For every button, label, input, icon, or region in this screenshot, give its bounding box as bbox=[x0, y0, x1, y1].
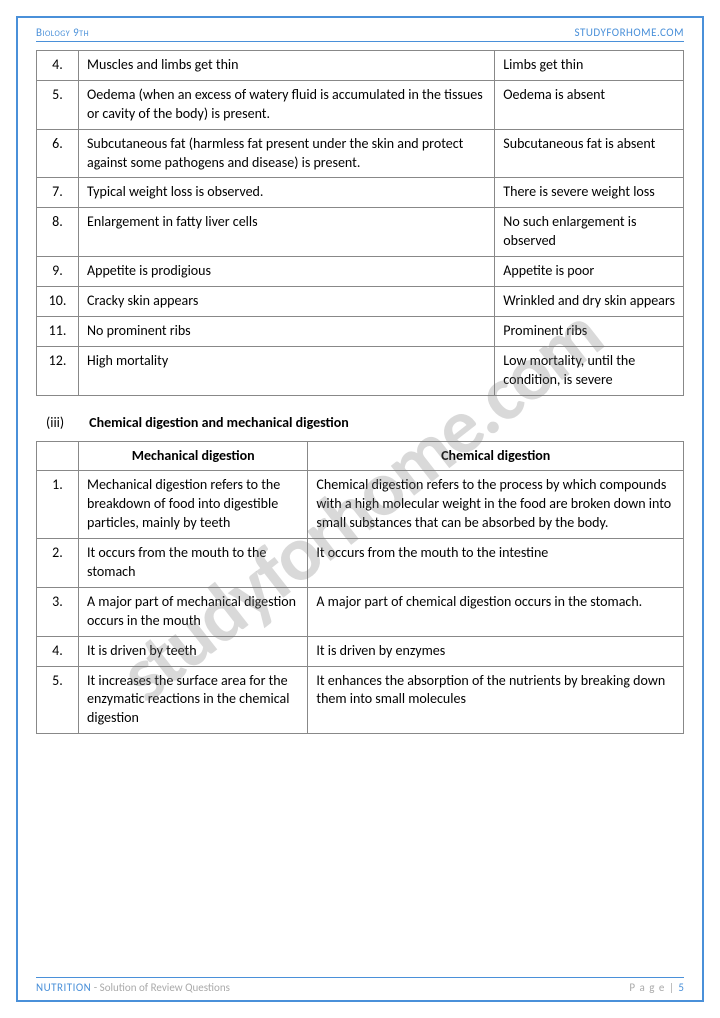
table-row: 7.Typical weight loss is observed.There … bbox=[37, 178, 684, 208]
footer-page-label: P a g e | bbox=[629, 981, 678, 994]
cell-col-b: It enhances the absorption of the nutrie… bbox=[308, 666, 684, 734]
cell-col-a: It is driven by teeth bbox=[79, 636, 308, 666]
row-number: 9. bbox=[37, 257, 79, 287]
cell-col-b: Low mortality, until the condition, is s… bbox=[495, 346, 684, 395]
table-row: 12.High mortalityLow mortality, until th… bbox=[37, 346, 684, 395]
cell-col-a: It increases the surface area for the en… bbox=[79, 666, 308, 734]
row-number: 1. bbox=[37, 471, 79, 539]
table-row: 2.It occurs from the mouth to the stomac… bbox=[37, 539, 684, 588]
footer-subtitle: - Solution of Review Questions bbox=[94, 981, 230, 994]
cell-col-a: Subcutaneous fat (harmless fat present u… bbox=[79, 129, 495, 178]
table-2-head-col1: Mechanical digestion bbox=[79, 441, 308, 471]
footer-left: NUTRITION - Solution of Review Questions bbox=[36, 981, 230, 994]
row-number: 5. bbox=[37, 666, 79, 734]
footer-topic: NUTRITION bbox=[36, 981, 91, 994]
header-left: Biology 9th bbox=[36, 26, 89, 39]
cell-col-b: It is driven by enzymes bbox=[308, 636, 684, 666]
cell-col-b: Appetite is poor bbox=[495, 257, 684, 287]
section-roman: (iii) bbox=[46, 414, 86, 431]
cell-col-b: Oedema is absent bbox=[495, 80, 684, 129]
cell-col-a: Mechanical digestion refers to the break… bbox=[79, 471, 308, 539]
table-row: 8.Enlargement in fatty liver cellsNo suc… bbox=[37, 208, 684, 257]
table-row: 1.Mechanical digestion refers to the bre… bbox=[37, 471, 684, 539]
table-row: 11.No prominent ribsProminent ribs bbox=[37, 316, 684, 346]
cell-col-a: No prominent ribs bbox=[79, 316, 495, 346]
row-number: 11. bbox=[37, 316, 79, 346]
cell-col-b: Subcutaneous fat is absent bbox=[495, 129, 684, 178]
row-number: 6. bbox=[37, 129, 79, 178]
row-number: 10. bbox=[37, 287, 79, 317]
header-right: STUDYFORHOME.COM bbox=[575, 26, 684, 39]
table-1: 4.Muscles and limbs get thinLimbs get th… bbox=[36, 50, 684, 396]
cell-col-a: Typical weight loss is observed. bbox=[79, 178, 495, 208]
table-row: 6.Subcutaneous fat (harmless fat present… bbox=[37, 129, 684, 178]
cell-col-b: Limbs get thin bbox=[495, 51, 684, 81]
row-number: 7. bbox=[37, 178, 79, 208]
cell-col-b: No such enlargement is observed bbox=[495, 208, 684, 257]
row-number: 12. bbox=[37, 346, 79, 395]
page-container: studyforhome.com Biology 9th STUDYFORHOM… bbox=[16, 16, 704, 1002]
footer-page-number: 5 bbox=[678, 981, 684, 994]
table-row: 10.Cracky skin appearsWrinkled and dry s… bbox=[37, 287, 684, 317]
section-heading: (iii) Chemical digestion and mechanical … bbox=[46, 414, 684, 431]
table-row: 3.A major part of mechanical digestion o… bbox=[37, 587, 684, 636]
table-row: 9.Appetite is prodigiousAppetite is poor bbox=[37, 257, 684, 287]
cell-col-b: It occurs from the mouth to the intestin… bbox=[308, 539, 684, 588]
cell-col-a: Enlargement in fatty liver cells bbox=[79, 208, 495, 257]
cell-col-a: High mortality bbox=[79, 346, 495, 395]
table-2-head-blank bbox=[37, 441, 79, 471]
row-number: 5. bbox=[37, 80, 79, 129]
row-number: 3. bbox=[37, 587, 79, 636]
table-2-body: 1.Mechanical digestion refers to the bre… bbox=[37, 471, 684, 734]
cell-col-a: Oedema (when an excess of watery fluid i… bbox=[79, 80, 495, 129]
cell-col-a: Cracky skin appears bbox=[79, 287, 495, 317]
cell-col-b: There is severe weight loss bbox=[495, 178, 684, 208]
table-row: 5.It increases the surface area for the … bbox=[37, 666, 684, 734]
table-2-head-col2: Chemical digestion bbox=[308, 441, 684, 471]
footer-right: P a g e | 5 bbox=[629, 981, 684, 994]
table-2: Mechanical digestion Chemical digestion … bbox=[36, 441, 684, 735]
cell-col-b: A major part of chemical digestion occur… bbox=[308, 587, 684, 636]
cell-col-b: Wrinkled and dry skin appears bbox=[495, 287, 684, 317]
table-row: 4.Muscles and limbs get thinLimbs get th… bbox=[37, 51, 684, 81]
cell-col-b: Chemical digestion refers to the process… bbox=[308, 471, 684, 539]
cell-col-b: Prominent ribs bbox=[495, 316, 684, 346]
cell-col-a: Muscles and limbs get thin bbox=[79, 51, 495, 81]
table-row: 5.Oedema (when an excess of watery fluid… bbox=[37, 80, 684, 129]
cell-col-a: It occurs from the mouth to the stomach bbox=[79, 539, 308, 588]
table-1-body: 4.Muscles and limbs get thinLimbs get th… bbox=[37, 51, 684, 396]
page-header: Biology 9th STUDYFORHOME.COM bbox=[36, 26, 684, 42]
row-number: 4. bbox=[37, 51, 79, 81]
row-number: 2. bbox=[37, 539, 79, 588]
table-row: 4.It is driven by teethIt is driven by e… bbox=[37, 636, 684, 666]
cell-col-a: A major part of mechanical digestion occ… bbox=[79, 587, 308, 636]
page-footer: NUTRITION - Solution of Review Questions… bbox=[36, 977, 684, 994]
row-number: 4. bbox=[37, 636, 79, 666]
section-title: Chemical digestion and mechanical digest… bbox=[89, 414, 349, 431]
row-number: 8. bbox=[37, 208, 79, 257]
cell-col-a: Appetite is prodigious bbox=[79, 257, 495, 287]
